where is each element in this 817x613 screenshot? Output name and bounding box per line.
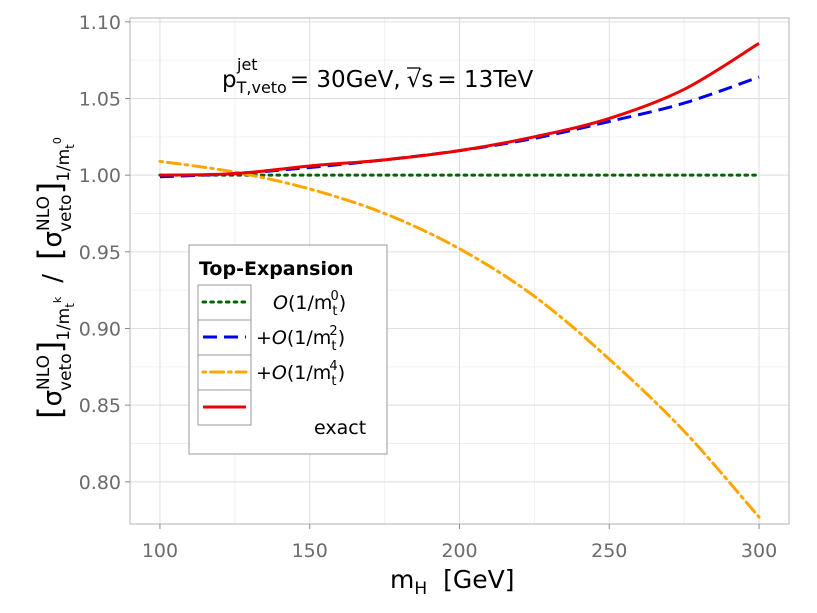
y-tick-label: 1.00 bbox=[79, 165, 121, 187]
y-tick-label: 0.85 bbox=[79, 395, 121, 417]
y-title-order-2-sup: 0 bbox=[51, 137, 64, 144]
legend-label-order0: O(1/mt0) bbox=[273, 289, 346, 319]
legend-label-exact: exact bbox=[314, 417, 366, 439]
annotation-p: p bbox=[222, 67, 237, 93]
y-title-sub-1: veto bbox=[56, 353, 76, 391]
y-tick-label: 0.95 bbox=[79, 242, 121, 264]
x-axis-title-sub: H bbox=[414, 579, 427, 599]
annotation-sqrt: √ bbox=[407, 67, 422, 93]
x-tick-label: 150 bbox=[292, 540, 328, 562]
x-tick-label: 300 bbox=[741, 540, 777, 562]
legend: Top-Expansion O(1/mt0) +O(1/mt2) +O(1/mt… bbox=[188, 244, 388, 455]
y-title-order-2: 1/m bbox=[54, 149, 74, 182]
y-title-sup-1: NLO bbox=[34, 355, 54, 390]
annotation-eq2: = 13TeV bbox=[437, 67, 533, 93]
series-layer bbox=[158, 42, 761, 519]
y-title-order-2-sub: t bbox=[63, 144, 77, 149]
legend-title: Top-Expansion bbox=[199, 258, 354, 280]
x-axis-title: mH [GeV] bbox=[390, 565, 515, 599]
annotation-p-sup: jet bbox=[236, 55, 258, 74]
annotation-s: s bbox=[421, 67, 433, 93]
annotation-eq1: = 30GeV, bbox=[290, 67, 401, 93]
x-tick-label: 200 bbox=[441, 540, 477, 562]
y-tick-label: 1.10 bbox=[79, 12, 121, 34]
y-title-order-1: 1/m bbox=[54, 308, 74, 341]
x-axis-title-m: m bbox=[390, 565, 414, 594]
legend-label-order2: +O(1/mt2) bbox=[256, 324, 345, 354]
series-exact bbox=[159, 42, 760, 177]
legend-label-order4: +O(1/mt4) bbox=[256, 359, 345, 389]
y-tick-label: 0.80 bbox=[79, 472, 121, 494]
y-title-sub-2: veto bbox=[56, 194, 76, 232]
y-title-order-1-sub: t bbox=[63, 303, 77, 308]
y-title-slash: / bbox=[38, 274, 68, 283]
x-axis-title-unit: [GeV] bbox=[443, 565, 514, 594]
x-tick-label: 250 bbox=[591, 540, 627, 562]
y-axis-title: [σNLO veto]1/mtk/[σNLO veto]1/mt0 bbox=[31, 137, 77, 419]
y-tick-label: 0.90 bbox=[79, 319, 121, 341]
y-title-sup-2: NLO bbox=[34, 196, 54, 231]
annotation: pT,veto = 30GeV, √s = 13TeV bbox=[222, 67, 534, 97]
series-order4 bbox=[158, 159, 761, 519]
y-tick-label: 1.05 bbox=[79, 89, 121, 111]
y-title-order-1-sup: k bbox=[51, 296, 64, 303]
ticks: 100 150 200 250 300 0.80 0.85 0.90 0.95 1.00 1.05 1… bbox=[79, 12, 777, 562]
annotation-p-sub: T,veto bbox=[236, 78, 287, 97]
x-tick-label: 100 bbox=[142, 540, 178, 562]
y-title-sigma-2: σ bbox=[38, 231, 68, 247]
y-title-sigma-1: σ bbox=[38, 390, 68, 406]
